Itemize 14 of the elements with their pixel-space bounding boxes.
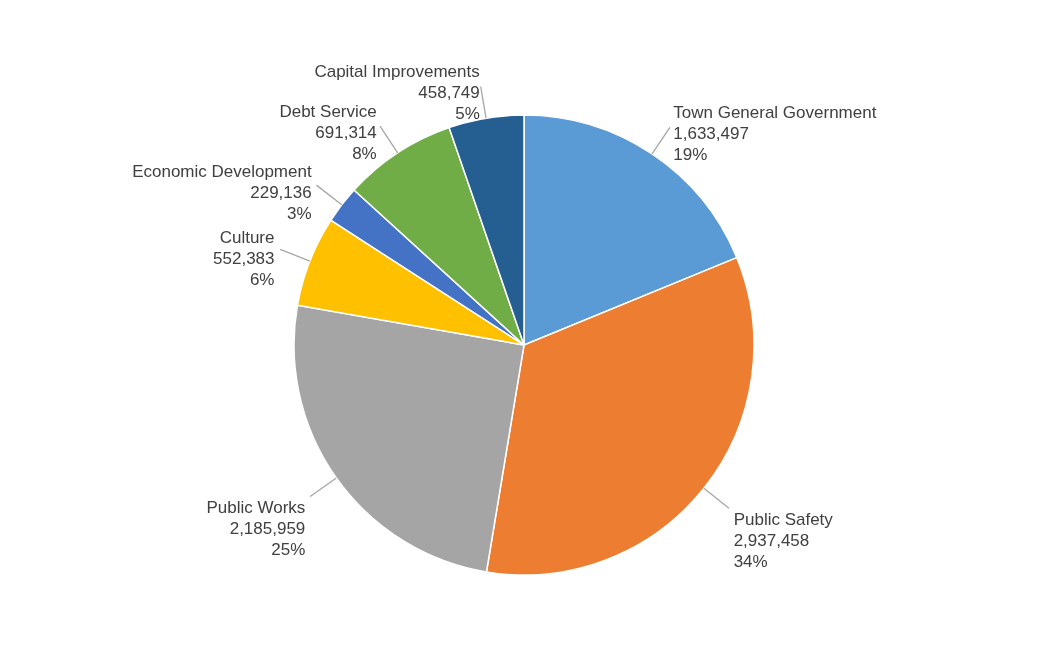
slice-label: Public Works — [206, 497, 306, 517]
slice-label: Economic Development — [132, 162, 312, 182]
data-label: 229,136 3% — [250, 183, 312, 224]
slice-label: Capital Improvements — [314, 61, 480, 81]
data-label: 458,749 5% — [418, 82, 480, 123]
data-label: 1,633,497 19% — [673, 124, 749, 165]
data-label: 2,185,959 25% — [229, 518, 306, 559]
slice-label: Public Safety — [733, 509, 834, 529]
slice-label: Debt Service — [279, 102, 377, 122]
data-label: 691,314 8% — [315, 123, 377, 164]
slice-label: Town General Government — [673, 103, 877, 123]
slice-label: Culture — [219, 228, 275, 248]
data-label: 2,937,458 34% — [733, 530, 810, 571]
data-label: 552,383 6% — [213, 249, 275, 290]
